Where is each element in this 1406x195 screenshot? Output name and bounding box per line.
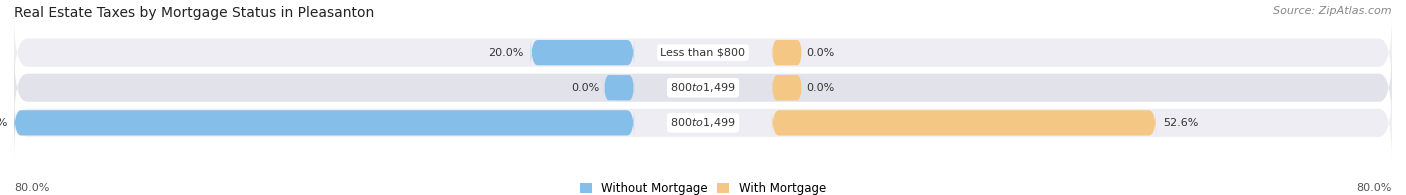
Text: Real Estate Taxes by Mortgage Status in Pleasanton: Real Estate Taxes by Mortgage Status in … bbox=[14, 6, 374, 20]
Text: 0.0%: 0.0% bbox=[807, 48, 835, 58]
Text: 0.0%: 0.0% bbox=[571, 83, 599, 93]
Text: Source: ZipAtlas.com: Source: ZipAtlas.com bbox=[1274, 6, 1392, 16]
Legend: Without Mortgage, With Mortgage: Without Mortgage, With Mortgage bbox=[575, 177, 831, 195]
Text: $800 to $1,499: $800 to $1,499 bbox=[671, 116, 735, 129]
FancyBboxPatch shape bbox=[14, 107, 634, 138]
FancyBboxPatch shape bbox=[14, 84, 1392, 161]
FancyBboxPatch shape bbox=[14, 49, 1392, 126]
FancyBboxPatch shape bbox=[14, 14, 1392, 91]
FancyBboxPatch shape bbox=[531, 37, 634, 68]
Text: Less than $800: Less than $800 bbox=[661, 48, 745, 58]
Text: 20.0%: 20.0% bbox=[488, 48, 524, 58]
FancyBboxPatch shape bbox=[772, 75, 801, 100]
FancyBboxPatch shape bbox=[605, 75, 634, 100]
Text: 0.0%: 0.0% bbox=[807, 83, 835, 93]
FancyBboxPatch shape bbox=[772, 107, 1156, 138]
Text: 80.0%: 80.0% bbox=[0, 118, 7, 128]
FancyBboxPatch shape bbox=[772, 40, 801, 65]
Text: 52.6%: 52.6% bbox=[1163, 118, 1198, 128]
Text: 80.0%: 80.0% bbox=[14, 183, 49, 193]
Text: 80.0%: 80.0% bbox=[1357, 183, 1392, 193]
Text: $800 to $1,499: $800 to $1,499 bbox=[671, 81, 735, 94]
